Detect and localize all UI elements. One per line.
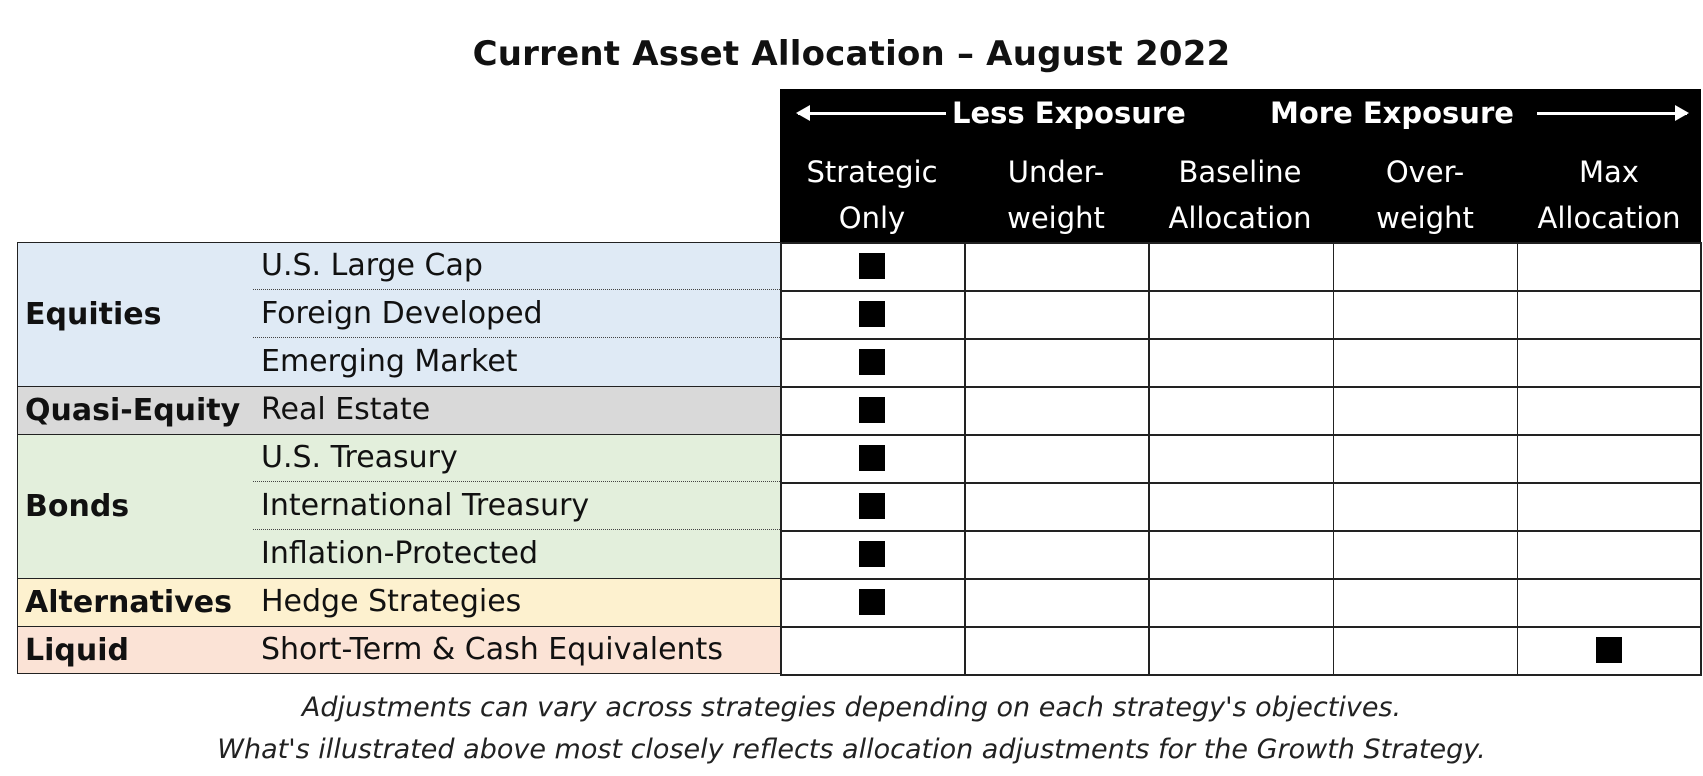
group-liquid: Liquid: [17, 626, 780, 674]
asset-class-label: International Treasury: [253, 482, 780, 530]
asset-class-label: Short-Term & Cash Equivalents: [261, 632, 723, 667]
allocation-marker: [859, 493, 886, 519]
grid-row-line: [780, 482, 1701, 484]
grid-row-line: [780, 530, 1701, 532]
category-label: Quasi-Equity: [25, 393, 241, 428]
grid-column-line: [780, 242, 782, 676]
allocation-marker: [859, 589, 886, 615]
footnote-1: Adjustments can vary across strategies d…: [301, 692, 1402, 723]
more-exposure-label: More Exposure: [1270, 96, 1514, 130]
group-alternatives: Alternatives: [17, 578, 780, 626]
group-bonds: Bonds: [17, 434, 780, 578]
exposure-header: Less Exposure More Exposure Strategic Onl…: [780, 89, 1701, 242]
asset-class-label: Hedge Strategies: [261, 584, 522, 619]
grid-row-line: [780, 338, 1701, 340]
grid-row-line: [780, 290, 1701, 292]
category-label: Bonds: [25, 489, 130, 524]
grid-row-line: [780, 578, 1701, 580]
asset-class-label: Foreign Developed: [253, 290, 780, 338]
footnote-2: What's illustrated above most closely re…: [217, 734, 1486, 765]
allocation-marker: [1595, 637, 1622, 663]
grid-column-line: [1332, 242, 1335, 676]
grid-column-line: [964, 242, 966, 676]
grid-row-line: [780, 242, 1701, 244]
arrow-right-icon: [1537, 105, 1689, 121]
allocation-marker: [859, 253, 886, 279]
allocation-marker: [859, 541, 886, 567]
grid-column-line: [1148, 242, 1150, 676]
asset-class-label: U.S. Treasury: [253, 434, 780, 482]
group-quasi-equity: Quasi-Equity: [17, 386, 780, 434]
allocation-marker: [859, 445, 886, 471]
less-exposure-label: Less Exposure: [952, 96, 1186, 130]
grid-row-line: [780, 434, 1701, 436]
grid-row-line: [780, 674, 1701, 676]
asset-class-label: U.S. Large Cap: [253, 242, 780, 290]
column-header-underweight: Under-weight: [1007, 155, 1105, 235]
column-header-strategic: Strategic Only: [806, 155, 938, 235]
category-label: Liquid: [25, 633, 129, 668]
arrow-left-icon: [796, 105, 946, 121]
grid-row-line: [780, 626, 1701, 628]
allocation-marker: [859, 397, 886, 423]
category-label: Equities: [25, 297, 162, 332]
asset-class-label: Emerging Market: [261, 344, 518, 379]
asset-class-label: Real Estate: [261, 392, 431, 427]
group-equities: Equities: [17, 242, 780, 386]
page-title: Current Asset Allocation – August 2022: [472, 34, 1231, 74]
column-header-baseline: Baseline Allocation: [1168, 155, 1312, 235]
grid-column-line: [1700, 242, 1702, 676]
grid-row-line: [780, 386, 1701, 388]
column-header-max: Max Allocation: [1537, 155, 1681, 235]
column-header-overweight: Over-weight: [1376, 155, 1474, 235]
allocation-marker: [859, 349, 886, 375]
asset-class-label: Inflation-Protected: [261, 536, 539, 571]
allocation-marker: [859, 301, 886, 327]
grid-column-line: [1516, 242, 1519, 676]
category-label: Alternatives: [25, 585, 232, 620]
